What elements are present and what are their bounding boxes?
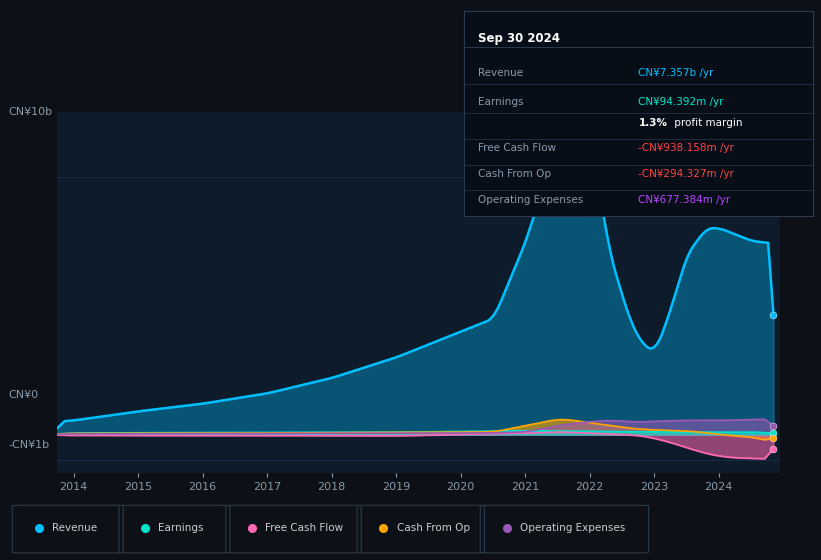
Text: Operating Expenses: Operating Expenses xyxy=(478,195,583,206)
Text: CN¥677.384m /yr: CN¥677.384m /yr xyxy=(639,195,731,206)
Text: Revenue: Revenue xyxy=(52,523,97,533)
Text: Revenue: Revenue xyxy=(478,68,523,77)
Text: Cash From Op: Cash From Op xyxy=(478,169,551,179)
Text: -CN¥1b: -CN¥1b xyxy=(8,440,49,450)
Text: CN¥10b: CN¥10b xyxy=(8,107,53,117)
Text: CN¥7.357b /yr: CN¥7.357b /yr xyxy=(639,68,713,77)
Text: Cash From Op: Cash From Op xyxy=(397,523,470,533)
Text: Operating Expenses: Operating Expenses xyxy=(520,523,625,533)
Text: Free Cash Flow: Free Cash Flow xyxy=(478,143,556,153)
Text: CN¥0: CN¥0 xyxy=(8,390,39,400)
Text: Earnings: Earnings xyxy=(478,97,523,107)
Text: CN¥94.392m /yr: CN¥94.392m /yr xyxy=(639,97,724,107)
Text: 1.3%: 1.3% xyxy=(639,118,667,128)
Text: Free Cash Flow: Free Cash Flow xyxy=(265,523,343,533)
Text: -CN¥938.158m /yr: -CN¥938.158m /yr xyxy=(639,143,734,153)
Text: Earnings: Earnings xyxy=(158,523,204,533)
Text: Sep 30 2024: Sep 30 2024 xyxy=(478,32,560,45)
Text: profit margin: profit margin xyxy=(672,118,743,128)
Text: -CN¥294.327m /yr: -CN¥294.327m /yr xyxy=(639,169,734,179)
